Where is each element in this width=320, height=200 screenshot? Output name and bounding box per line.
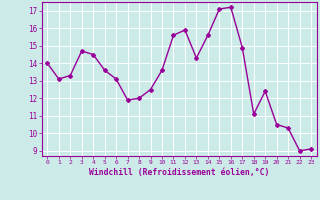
X-axis label: Windchill (Refroidissement éolien,°C): Windchill (Refroidissement éolien,°C) bbox=[89, 168, 269, 177]
